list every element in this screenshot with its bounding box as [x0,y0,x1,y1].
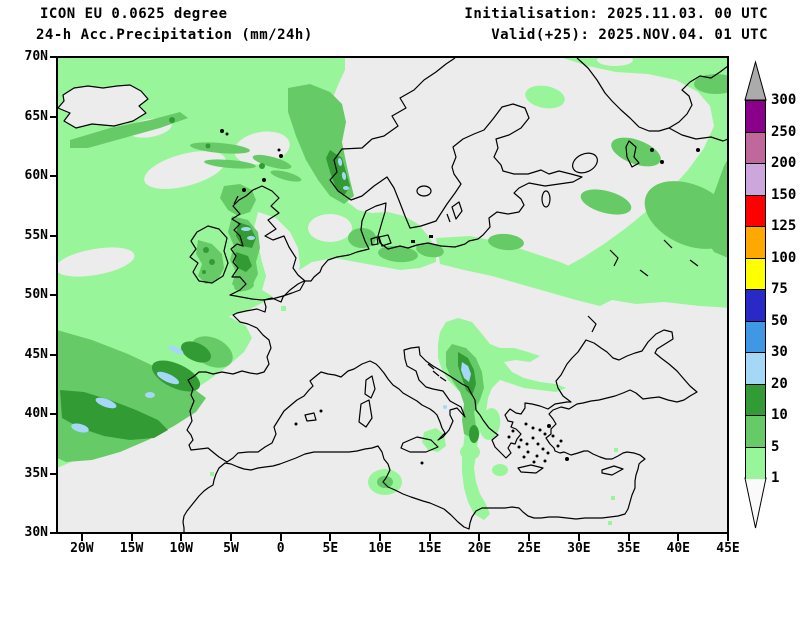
lon-axis-label: 35E [616,541,641,556]
model-title: ICON EU 0.0625 degree [40,6,228,22]
colorbar-segment [746,259,765,290]
lat-axis-label: 55N [24,227,48,243]
lat-tick [50,532,57,534]
colorbar-segment [746,196,765,227]
precip-dry-gaps [57,57,633,296]
lon-axis-label: 10W [169,541,193,556]
iceland-landfill [58,85,148,128]
lon-tick [428,534,431,541]
lat-tick [50,234,57,237]
lon-axis-label: 15E [418,541,442,556]
lon-axis-label: 25E [517,541,541,556]
lon-axis-label: 0 [276,541,285,556]
lat-axis-label: 45N [24,346,48,362]
colorbar-segment [746,164,765,196]
valid-time: Valid(+25): 2025.NOV.04. 01 UTC [491,27,768,43]
colorbar-level-label: 125 [771,218,797,234]
colorbar-level-label: 300 [771,92,797,108]
lon-tick [130,534,133,541]
lon-axis-label: 5E [322,541,339,556]
lon-axis-label: 30E [567,541,591,556]
colorbar-segment [746,353,765,385]
lon-axis-label: 45E [716,541,740,556]
lon-tick [727,534,729,541]
colorbar-level-label: 200 [771,155,797,171]
lat-tick [50,353,57,356]
colorbar-segment [746,227,765,259]
coastlines [57,57,728,533]
colorbar-segment [746,385,765,416]
lat-tick [50,294,57,296]
lon-tick [677,534,680,541]
colorbar-level-label: 75 [771,281,788,297]
lat-axis-label: 70N [24,49,48,64]
lon-axis-label: 20W [70,541,94,556]
colorbar-under-arrow [744,477,767,529]
lon-tick [229,534,232,541]
lon-tick [329,534,332,541]
lon-axis-label: 40E [666,541,691,556]
lat-axis-label: 30N [24,525,48,540]
lat-axis-label: 50N [24,287,48,302]
lon-tick [379,534,382,541]
lon-axis-label: 10E [368,541,392,556]
colorbar-level-label: 1 [771,470,780,486]
colorbar-level-label: 10 [771,407,788,423]
colorbar [745,100,766,479]
precip-light-blue [71,97,471,433]
lat-tick [50,472,57,475]
lat-tick [50,413,57,415]
colorbar-level-label: 20 [771,376,788,392]
lat-tick [50,115,57,118]
lat-axis-label: 65N [24,108,48,124]
colorbar-level-label: 250 [771,124,797,140]
product-title: 24-h Acc.Precipitation (mm/24h) [36,27,313,43]
colorbar-segment [746,416,765,448]
colorbar-level-label: 50 [771,313,788,329]
lon-tick [478,534,481,541]
lon-axis-label: 5W [223,541,239,556]
colorbar-segment [746,101,765,133]
lon-tick [577,534,580,541]
lat-tick [50,175,57,177]
lon-tick [528,534,531,541]
lon-tick [627,534,630,541]
colorbar-segment [746,133,765,164]
small-islands [220,129,700,465]
colorbar-level-label: 30 [771,344,788,360]
lat-axis-label: 60N [24,168,48,183]
lat-axis-label: 35N [24,465,48,481]
lon-axis-label: 20E [467,541,492,556]
colorbar-segment [746,290,765,322]
colorbar-segment [746,322,765,353]
lon-tick [80,534,83,541]
colorbar-level-label: 5 [771,439,780,455]
lon-tick [279,534,282,541]
lon-tick [180,534,183,541]
lat-tick [50,56,57,58]
lon-axis-label: 15W [119,541,144,556]
colorbar-over-arrow [744,60,767,101]
lat-axis-label: 40N [24,406,48,421]
map-frame [56,56,729,534]
init-time: Initialisation: 2025.11.03. 00 UTC [464,6,768,22]
colorbar-level-label: 150 [771,187,797,203]
colorbar-segment [746,448,765,479]
colorbar-level-label: 100 [771,250,797,266]
